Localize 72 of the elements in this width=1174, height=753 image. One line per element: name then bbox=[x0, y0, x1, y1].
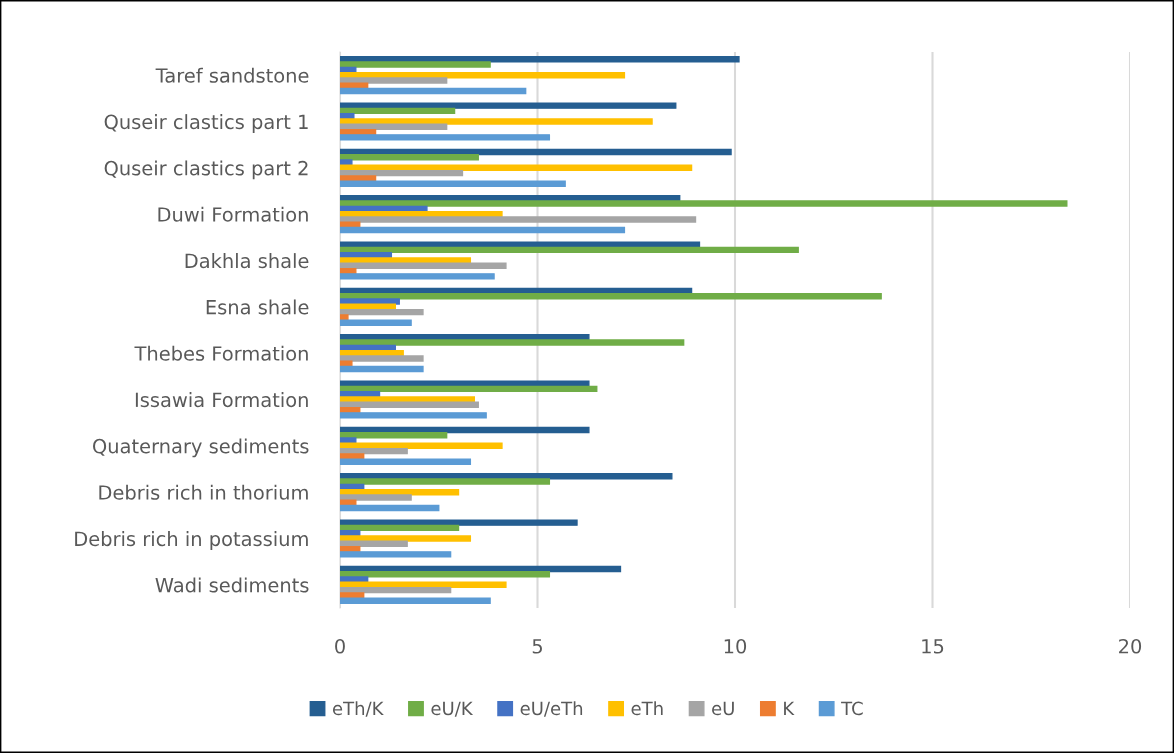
x-tick-label: 20 bbox=[1119, 638, 1142, 654]
bar bbox=[340, 102, 677, 109]
x-tick-label: 10 bbox=[724, 638, 747, 654]
y-tick-label: Taref sandstone bbox=[155, 67, 309, 83]
bar bbox=[340, 159, 353, 166]
y-tick-label: Quseir clastics part 2 bbox=[104, 160, 308, 180]
bar bbox=[340, 494, 412, 501]
bar bbox=[340, 592, 365, 599]
bar bbox=[340, 535, 472, 542]
bar bbox=[340, 200, 1068, 207]
bar bbox=[340, 308, 424, 316]
bar bbox=[340, 586, 452, 594]
legend-label: eU bbox=[712, 701, 734, 716]
y-tick-label: Quaternary sediments bbox=[93, 438, 309, 458]
bar bbox=[340, 458, 472, 465]
y-tick-label: Duwi Formation bbox=[158, 206, 308, 222]
bar bbox=[340, 576, 369, 583]
bar bbox=[340, 77, 448, 84]
bar bbox=[340, 319, 412, 326]
bar bbox=[340, 180, 566, 187]
bar bbox=[340, 432, 448, 439]
bar bbox=[340, 118, 653, 125]
bar bbox=[340, 401, 479, 409]
y-tick-label: Debris rich in potassium bbox=[75, 531, 308, 550]
y-tick-label: Esna shale bbox=[206, 299, 309, 315]
legend-label: eTh bbox=[631, 701, 663, 716]
legend-label: K bbox=[784, 701, 795, 715]
bar bbox=[340, 175, 377, 182]
bar bbox=[340, 226, 626, 234]
bar bbox=[340, 355, 424, 362]
bar bbox=[340, 87, 527, 95]
bar bbox=[340, 365, 424, 373]
bar bbox=[340, 478, 551, 485]
x-tick-label: 5 bbox=[532, 639, 542, 654]
bar bbox=[340, 273, 495, 280]
x-tick-label: 0 bbox=[335, 638, 345, 654]
y-tick-label: Dakhla shale bbox=[185, 253, 309, 269]
bar bbox=[340, 571, 551, 578]
legend-label: eTh/K bbox=[332, 701, 384, 717]
bar bbox=[340, 412, 487, 419]
bar bbox=[340, 262, 507, 270]
x-tick-label: 15 bbox=[922, 639, 944, 654]
bar bbox=[340, 519, 578, 526]
legend-label: eU/eTh bbox=[520, 701, 583, 717]
y-tick-label: Quseir clastics part 1 bbox=[104, 114, 308, 133]
bar bbox=[340, 257, 472, 264]
bar bbox=[340, 293, 882, 300]
bar bbox=[340, 298, 400, 305]
bar bbox=[340, 339, 685, 346]
bar bbox=[340, 241, 701, 248]
y-tick-label: Issawia Formation bbox=[135, 392, 308, 408]
bar bbox=[340, 314, 349, 321]
bar bbox=[340, 380, 590, 387]
bar bbox=[340, 437, 357, 444]
y-tick-label: Debris rich in thorium bbox=[99, 484, 308, 500]
legend-label: TC bbox=[841, 701, 863, 716]
bar bbox=[340, 504, 440, 512]
bar bbox=[340, 453, 365, 460]
bar bbox=[340, 246, 799, 254]
bar bbox=[340, 551, 452, 558]
y-tick-label: Wadi sediments bbox=[155, 577, 309, 593]
bar bbox=[340, 107, 456, 115]
bar bbox=[340, 61, 491, 68]
bar bbox=[340, 597, 491, 604]
bar bbox=[340, 134, 551, 141]
y-tick-label: Thebes Formation bbox=[134, 345, 308, 361]
legend-label: eU/K bbox=[431, 701, 474, 717]
bar bbox=[340, 154, 479, 161]
bar bbox=[340, 385, 598, 393]
bar bbox=[340, 216, 697, 223]
bar bbox=[340, 524, 460, 532]
bar bbox=[340, 396, 475, 403]
